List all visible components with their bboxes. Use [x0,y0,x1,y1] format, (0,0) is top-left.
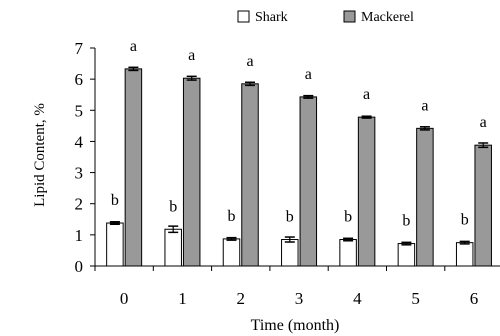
legend-swatch-mackerel [343,10,356,23]
legend: Shark Mackerel [237,10,414,25]
x-tick-label: 4 [353,289,362,308]
y-tick-label: 7 [75,39,84,58]
x-tick-label: 2 [237,289,246,308]
plot-area: 0 1 2 3 4 5 6 7 0 1 2 3 4 5 6 b a b a b a b a b a b a b a [75,38,500,308]
x-tick-label: 6 [470,289,479,308]
significance-label: b [344,209,352,226]
bar-shark [164,228,182,267]
y-tick-label: 6 [75,70,84,89]
bar-mackerel [416,127,434,267]
bar-mackerel [474,144,492,267]
bar-shark [339,239,357,267]
significance-label: a [188,47,195,64]
bar-shark [455,242,474,267]
x-axis-title: Time (month) [251,317,340,334]
y-tick-label: 3 [75,164,84,183]
x-tick-label: 1 [178,289,187,308]
bar-shark [397,243,416,267]
legend-swatch-shark [237,10,250,23]
significance-label: a [363,86,370,103]
significance-label: b [228,208,236,225]
bar-mackerel [299,96,318,267]
x-tick-label: 5 [411,289,420,308]
y-tick-label: 1 [75,226,84,245]
significance-label: a [130,38,137,55]
legend-label-shark: Shark [255,10,288,25]
x-tick-label: 3 [295,289,304,308]
bar-mackerel [357,116,376,267]
x-tick-label: 0 [120,289,129,308]
legend-label-mackerel: Mackerel [361,10,414,25]
bar-shark [106,222,124,267]
y-tick-label: 4 [75,132,84,151]
bar-mackerel [241,83,259,267]
significance-label: a [480,114,487,131]
significance-label: a [305,66,312,83]
y-tick-label: 5 [75,101,84,120]
y-tick-label: 0 [75,257,84,276]
y-axis-title: Lipid Content, % [32,103,48,207]
significance-label: b [461,212,469,229]
y-tick-label: 2 [75,195,84,214]
bar-mackerel [124,68,143,267]
significance-label: b [111,192,119,209]
bar-shark [281,239,299,267]
bar-shark [222,238,241,267]
significance-label: b [169,198,177,215]
significance-label: b [402,213,410,230]
significance-label: a [246,53,253,70]
significance-label: a [421,97,428,114]
significance-label: b [286,209,294,226]
bar-mackerel [182,77,201,267]
